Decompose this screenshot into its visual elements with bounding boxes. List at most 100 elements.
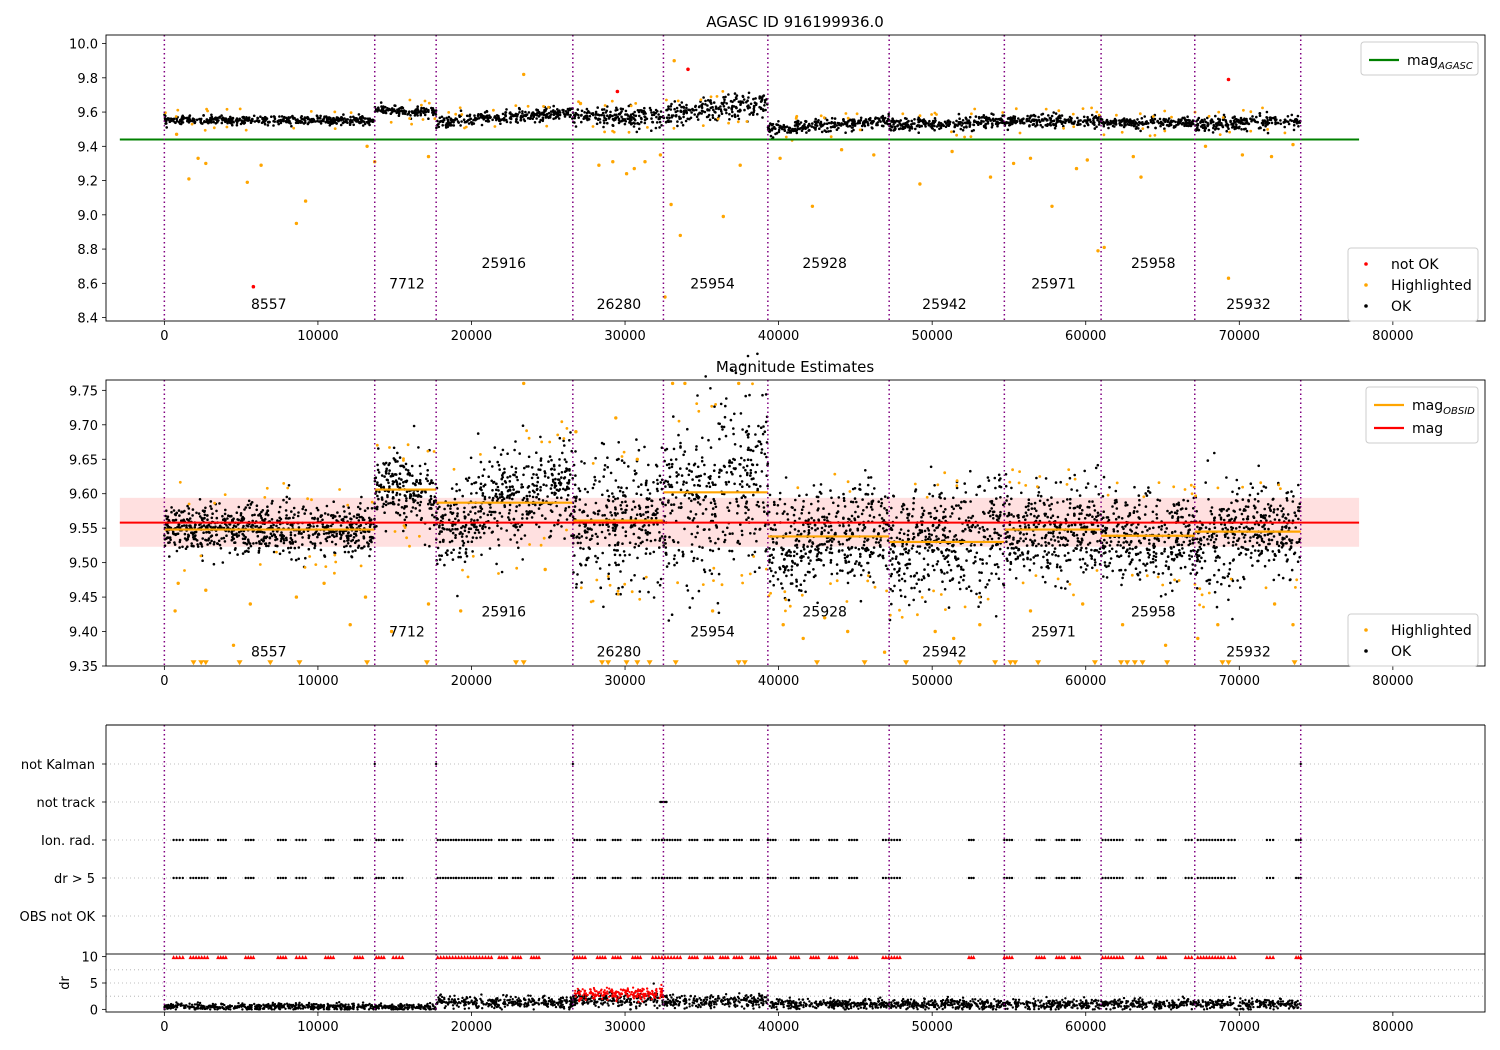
agasc-highlighted-outlier — [1131, 154, 1136, 159]
agasc-ok-point — [1014, 121, 1017, 125]
estimates-ok-point — [759, 485, 762, 488]
agasc-ok-point — [502, 116, 506, 120]
agasc-ok-point — [851, 126, 854, 129]
estimates-ok-point — [488, 510, 492, 513]
agasc-highlighted-point — [427, 101, 431, 105]
agasc-ok-point — [221, 118, 224, 122]
estimates-ok-point — [466, 479, 470, 482]
estimates-ok-point — [234, 525, 238, 528]
estimates-ok-point — [596, 556, 600, 560]
estimates-ok-point — [503, 480, 507, 483]
agasc-ok-point — [594, 110, 598, 114]
estimates-ok-point — [606, 498, 610, 502]
agasc-ok-point — [629, 122, 633, 126]
agasc-ok-point — [611, 117, 615, 121]
estimates-ok-point — [584, 563, 587, 567]
estimates-ok-point — [521, 424, 525, 428]
estimates-ok-point — [525, 517, 529, 520]
estimates-ok-point — [215, 533, 218, 537]
estimates-ok-point — [541, 499, 545, 502]
agasc-ok-point — [789, 129, 792, 133]
agasc-ok-point — [742, 101, 745, 104]
estimates-ok-point — [515, 525, 518, 529]
agasc-highlighted-point — [1283, 131, 1287, 135]
estimates-ok-point — [633, 505, 637, 509]
estimates-ok-point — [584, 503, 587, 506]
estimates-ok-point — [650, 517, 653, 520]
estimates-ok-point — [350, 517, 353, 521]
estimates-ok-point — [418, 478, 422, 482]
agasc-ok-point — [199, 117, 203, 121]
agasc-ok-point — [803, 123, 806, 126]
agasc-ok-point — [935, 125, 939, 128]
agasc-ok-point — [574, 125, 578, 128]
estimates-ok-point — [525, 494, 529, 498]
agasc-highlighted-point — [963, 135, 966, 139]
estimates-ok-point — [617, 441, 620, 444]
agasc-ok-point — [519, 114, 523, 118]
estimates-ok-point — [672, 540, 676, 544]
agasc-ok-point — [381, 107, 384, 111]
agasc-ok-point — [220, 114, 223, 117]
estimates-ok-point — [479, 536, 482, 539]
estimates-ok-point — [303, 512, 307, 515]
agasc-ok-point — [538, 114, 541, 118]
agasc-ok-point — [867, 117, 871, 121]
estimates-ok-point — [632, 523, 636, 527]
estimates-ok-point — [523, 534, 527, 537]
estimates-ok-point — [766, 462, 770, 465]
estimates-ok-point — [647, 524, 651, 527]
agasc-ok-point — [914, 127, 917, 131]
estimates-ok-point — [550, 510, 554, 513]
estimates-ok-point — [356, 546, 360, 549]
estimates-ok-point — [698, 484, 702, 488]
agasc-ok-point — [1034, 124, 1037, 128]
agasc-ok-point — [1092, 117, 1095, 120]
estimates-ok-point — [846, 581, 850, 585]
estimates-ok-point — [659, 498, 662, 501]
estimates-ok-point — [726, 526, 729, 530]
estimates-ok-point — [543, 475, 547, 478]
estimates-ok-point — [449, 529, 452, 533]
agasc-highlighted-point — [858, 128, 862, 132]
agasc-ok-point — [755, 102, 758, 105]
estimates-ok-point — [635, 513, 639, 516]
agasc-ok-point — [609, 114, 612, 117]
estimates-ok-point — [693, 462, 697, 466]
agasc-ok-point — [649, 108, 653, 112]
estimates-ok-point — [408, 496, 412, 500]
agasc-ok-point — [208, 118, 212, 122]
agasc-ok-point — [1133, 119, 1136, 122]
agasc-ok-point — [804, 120, 808, 123]
agasc-ok-point — [535, 117, 538, 120]
estimates-ok-point — [391, 472, 394, 476]
agasc-ok-point — [732, 105, 736, 108]
agasc-ok-point — [425, 107, 428, 111]
estimates-ok-point — [745, 500, 749, 504]
agasc-ok-point — [823, 129, 826, 132]
agasc-ok-point — [342, 113, 345, 116]
estimates-ok-point — [420, 516, 424, 520]
estimates-ok-point — [285, 538, 288, 542]
agasc-ok-point — [679, 117, 682, 120]
estimates-ok-point — [505, 529, 509, 532]
estimates-ok-point — [584, 524, 587, 527]
agasc-ok-point — [1283, 125, 1286, 129]
estimates-ok-point — [196, 543, 199, 546]
agasc-ok-point — [583, 111, 586, 114]
agasc-highlighted-point — [547, 105, 550, 109]
estimates-ok-point — [615, 523, 619, 527]
agasc-obsid-label: 25958 — [1131, 256, 1176, 272]
estimates-ok-point — [648, 497, 651, 501]
estimates-ok-point — [568, 439, 571, 442]
estimates-ok-point — [761, 393, 764, 397]
agasc-ok-point — [368, 117, 372, 120]
estimates-ok-point — [211, 526, 215, 529]
estimates-ok-point — [319, 548, 323, 552]
estimates-ok-point — [679, 506, 683, 510]
agasc-ok-point — [632, 125, 636, 128]
agasc-ok-point — [557, 117, 561, 120]
estimates-ok-point — [454, 536, 457, 539]
agasc-ok-point — [930, 126, 934, 130]
estimates-ok-point — [290, 538, 294, 542]
